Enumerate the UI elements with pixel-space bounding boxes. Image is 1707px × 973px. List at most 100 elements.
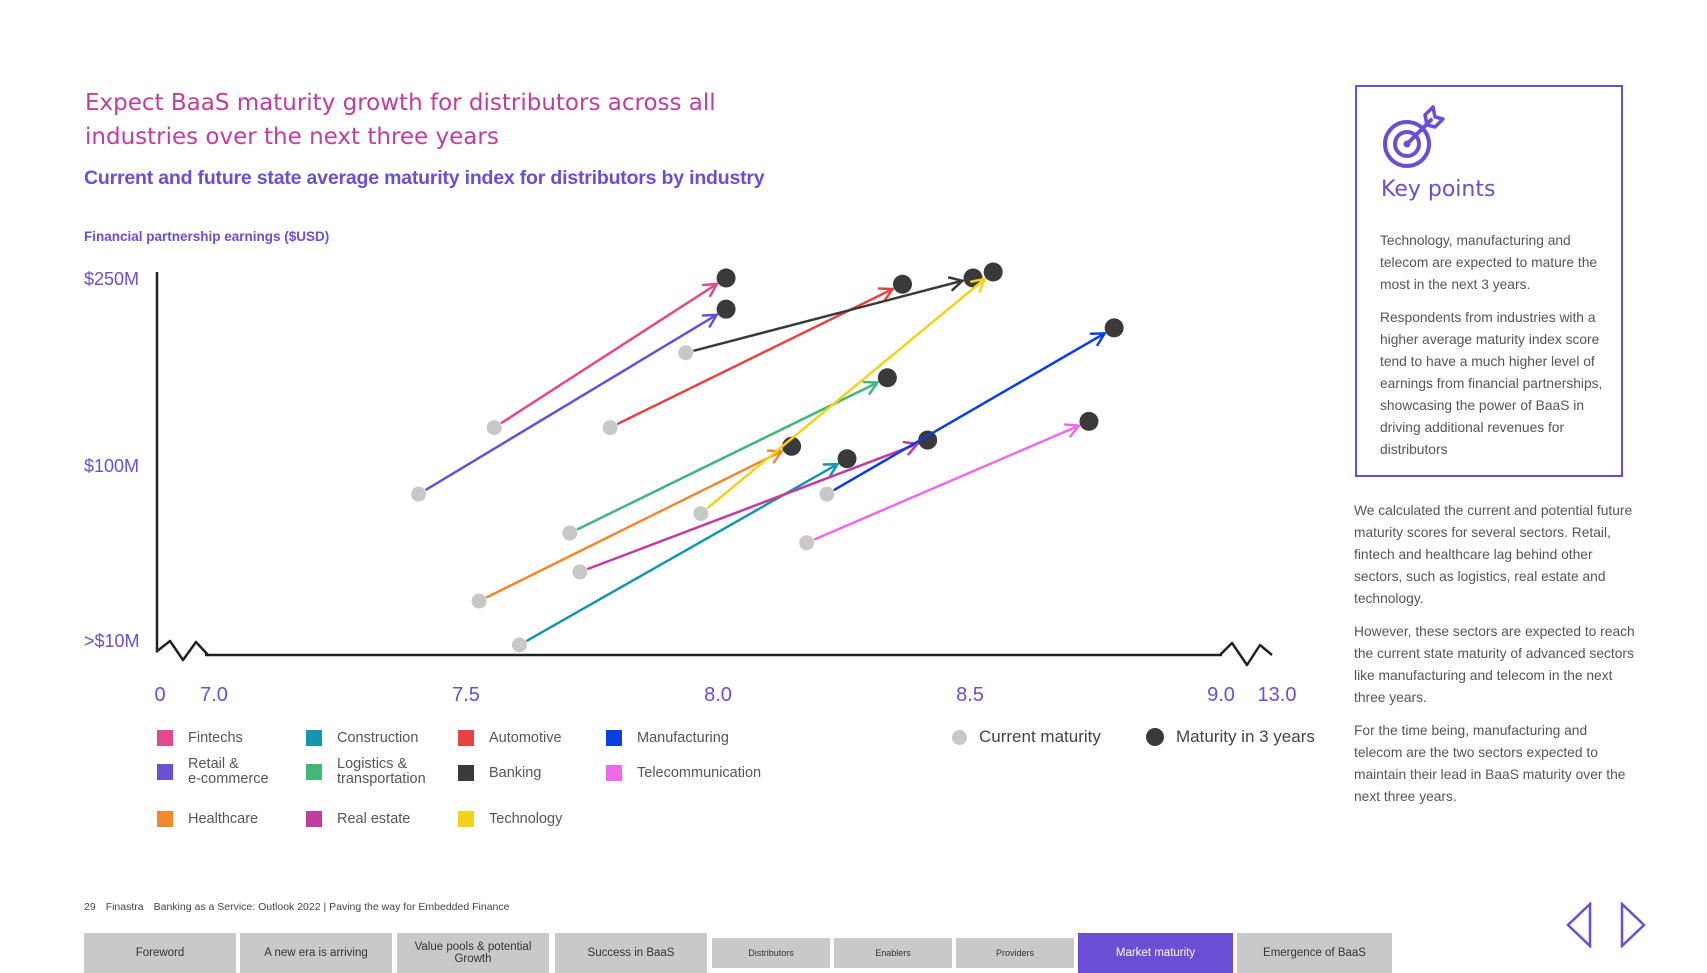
- legend-label: Banking: [489, 764, 542, 781]
- legend-swatch: [157, 811, 173, 827]
- series-arrow-head: [862, 380, 880, 395]
- legend-swatch: [606, 730, 622, 746]
- legend-label: Automotive: [489, 729, 562, 746]
- future-maturity-point: [716, 299, 736, 319]
- legend-label: Manufacturing: [637, 729, 729, 746]
- y-tick-label: >$10M: [84, 631, 140, 651]
- nav-tab[interactable]: Enablers: [834, 938, 952, 968]
- nav-tab[interactable]: Value pools & potential Growth: [397, 933, 549, 973]
- legend-label: Retail & e-commerce: [188, 756, 269, 787]
- future-maturity-point: [1104, 318, 1124, 338]
- maturity-chart: $250M $100M >$10M 0 7.0 7.5 8.0 8.5 9.0 13.0: [84, 262, 1297, 706]
- series-arrow-line: [813, 424, 1081, 541]
- x-tick-label: 7.5: [452, 684, 480, 706]
- series-arrow-line: [576, 381, 879, 531]
- key-points-box: Key points Technology, manufacturing and…: [1355, 85, 1623, 477]
- legend-swatch: [458, 765, 474, 781]
- legend-future-label: Maturity in 3 years: [1176, 727, 1315, 746]
- legend-swatch: [157, 764, 173, 780]
- side-paragraph-1: We calculated the current and potential …: [1354, 503, 1633, 606]
- chart-subtitle: Current and future state average maturit…: [84, 167, 765, 189]
- series-arrow-head: [1064, 423, 1082, 438]
- nav-tab[interactable]: Foreword: [84, 933, 236, 973]
- side-paragraph-3: For the time being, manufacturing and te…: [1354, 723, 1626, 804]
- legend-label: Healthcare: [188, 810, 259, 827]
- nav-tab[interactable]: A new era is arriving: [240, 933, 392, 973]
- previous-page-icon[interactable]: [1566, 902, 1592, 948]
- legend-swatch: [306, 764, 322, 780]
- legend-item: Banking: [458, 765, 541, 781]
- footer-brand: Finastra: [105, 901, 144, 913]
- nav-tab[interactable]: Distributors: [712, 938, 830, 968]
- legend-item: Automotive: [458, 730, 562, 746]
- legend-label: Construction: [337, 729, 419, 746]
- series-arrow-head: [970, 277, 987, 293]
- legend-swatch: [458, 811, 474, 827]
- legend-item: Retail & e-commerce: [157, 757, 269, 787]
- future-maturity-point: [892, 274, 912, 294]
- future-maturity-dot-icon: [1146, 728, 1164, 746]
- future-maturity-point: [983, 262, 1003, 282]
- x-axis-break-left: [155, 639, 209, 662]
- key-point-2: Respondents from industries with a highe…: [1380, 310, 1603, 457]
- legend-item: Fintechs: [157, 730, 243, 746]
- legend-current-maturity: Current maturity: [952, 727, 1101, 747]
- current-maturity-point: [819, 486, 835, 502]
- current-maturity-dot-icon: [952, 729, 967, 745]
- legend-label: Technology: [489, 810, 563, 827]
- y-axis-label: Financial partnership earnings ($USD): [84, 229, 330, 244]
- series-arrow-head: [701, 313, 719, 328]
- nav-tab[interactable]: Providers: [956, 938, 1074, 968]
- side-commentary: We calculated the current and potential …: [1354, 500, 1636, 819]
- future-maturity-point: [716, 268, 736, 288]
- legend-future-maturity: Maturity in 3 years: [1146, 727, 1315, 747]
- series-arrow-line: [500, 282, 719, 424]
- future-maturity-point: [1079, 411, 1099, 431]
- nav-tab[interactable]: Emergence of BaaS: [1237, 933, 1392, 973]
- y-tick-label: $100M: [84, 456, 139, 476]
- series-arrow-head: [1089, 332, 1107, 347]
- legend-label: Real estate: [337, 810, 411, 827]
- series-arrow-head: [822, 462, 840, 478]
- legend-label: Logistics & transportation: [337, 756, 426, 787]
- series-arrow-head: [701, 282, 720, 298]
- series-arrow-head: [766, 449, 785, 464]
- legend-swatch: [306, 730, 322, 746]
- page-title: Expect BaaS maturity growth for distribu…: [85, 90, 716, 150]
- series-arrow-line: [485, 449, 783, 599]
- next-page-icon[interactable]: [1620, 902, 1646, 948]
- key-points-title: Key points: [1381, 177, 1496, 202]
- page-number: 29: [84, 901, 96, 913]
- current-maturity-point: [562, 525, 578, 541]
- series-arrow-head: [902, 440, 920, 456]
- current-maturity-point: [411, 486, 427, 502]
- future-maturity-point: [837, 449, 857, 469]
- x-tick-label: 9.0: [1207, 684, 1235, 706]
- legend-label: Telecommunication: [637, 764, 762, 781]
- future-maturity-point: [918, 430, 938, 450]
- current-maturity-point: [572, 564, 588, 580]
- x-tick-label: 7.0: [200, 684, 228, 706]
- series-arrow-head: [877, 287, 895, 302]
- legend-swatch: [157, 730, 173, 746]
- legend-swatch: [306, 811, 322, 827]
- page-navigation: [1566, 902, 1646, 948]
- current-maturity-point: [511, 637, 527, 653]
- legend-item: Healthcare: [157, 811, 258, 827]
- nav-tab[interactable]: Market maturity: [1078, 933, 1233, 973]
- future-maturity-point: [877, 368, 897, 388]
- key-points-body: Technology, manufacturing and telecom ar…: [1380, 230, 1616, 472]
- legend-item: Telecommunication: [606, 765, 761, 781]
- series-arrow-line: [587, 442, 919, 571]
- footer-document: Banking as a Service: Outlook 2022 | Pav…: [153, 901, 510, 913]
- nav-tab[interactable]: Success in BaaS: [555, 933, 707, 973]
- key-point-1: Technology, manufacturing and telecom ar…: [1380, 233, 1598, 292]
- legend-label: Fintechs: [188, 729, 243, 746]
- legend-current-label: Current maturity: [979, 727, 1101, 746]
- series-arrow-line: [706, 277, 986, 510]
- x-tick-label: 13.0: [1258, 684, 1297, 706]
- legend-item: Technology: [458, 811, 562, 827]
- legend-item: Construction: [306, 730, 418, 746]
- series-arrow-line: [425, 313, 718, 491]
- legend-item: Real estate: [306, 811, 410, 827]
